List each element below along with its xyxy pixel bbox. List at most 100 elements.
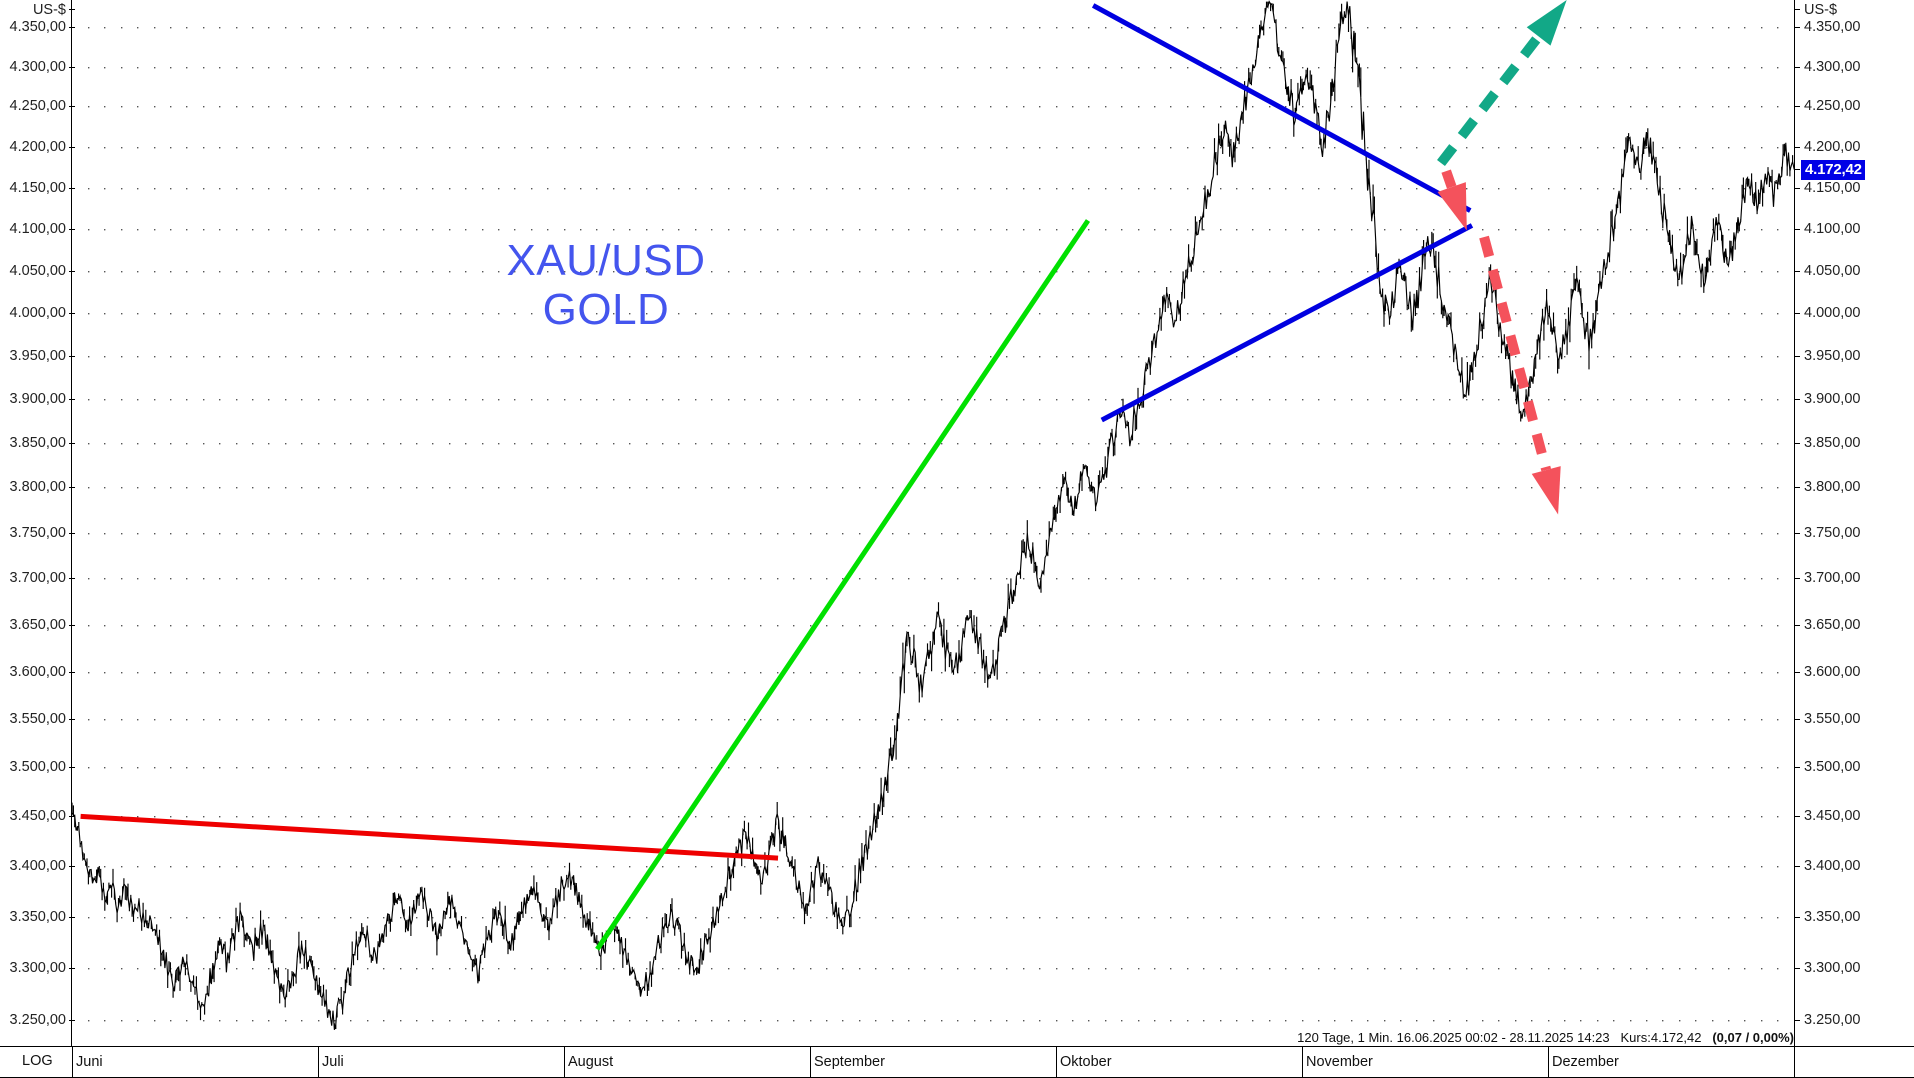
price-tick-label: 4.350,00	[9, 19, 66, 36]
time-axis-month-oktober[interactable]: Oktober	[1056, 1047, 1302, 1078]
price-tick-mark	[69, 188, 75, 189]
month-label: Juni	[76, 1054, 103, 1070]
time-axis-month-august[interactable]: August	[564, 1047, 810, 1078]
price-tick-mark	[69, 443, 75, 444]
price-tick-mark	[69, 67, 75, 68]
time-axis: Juni Juli August September Oktober November De…	[0, 1046, 1914, 1078]
time-axis-month-november[interactable]: November	[1302, 1047, 1548, 1078]
bearish-breakdown-arrow-long-head	[1531, 466, 1561, 515]
price-tick-mark	[1794, 719, 1800, 720]
price-tick-mark	[1794, 917, 1800, 918]
price-tick-label: 3.800,00	[9, 479, 66, 496]
chart-grid	[88, 27, 1779, 1022]
price-tick-label: 3.600,00	[1804, 663, 1861, 680]
price-tick-mark	[69, 968, 75, 969]
price-tick-mark	[1794, 968, 1800, 969]
price-tick-label: 3.300,00	[1804, 959, 1861, 976]
price-tick-mark	[1794, 67, 1800, 68]
price-tick-label: 4.100,00	[9, 220, 66, 237]
price-tick-label: 3.650,00	[1804, 616, 1861, 633]
price-tick-label: 3.550,00	[9, 711, 66, 728]
price-tick-mark	[69, 106, 75, 107]
month-separators	[319, 0, 1549, 1046]
chart-canvas	[72, 0, 1794, 1046]
price-tick-label: 4.150,00	[9, 179, 66, 196]
time-axis-month-juli[interactable]: Juli	[318, 1047, 564, 1078]
price-tick-label: 4.300,00	[9, 58, 66, 75]
price-tick-label: 3.850,00	[1804, 434, 1861, 451]
month-label: Juli	[322, 1054, 344, 1070]
price-tick-mark	[69, 672, 75, 673]
price-tick-mark	[69, 1020, 75, 1021]
price-tick-mark	[1794, 578, 1800, 579]
price-tick-label: 4.250,00	[9, 98, 66, 115]
status-range: 120 Tage, 1 Min. 16.06.2025 00:02 - 28.1…	[1297, 1030, 1610, 1045]
price-tick-mark	[69, 625, 75, 626]
price-tick-mark	[69, 578, 75, 579]
price-tick-label: 4.200,00	[1804, 138, 1861, 155]
price-tick-mark	[1794, 443, 1800, 444]
price-tick-mark	[69, 866, 75, 867]
month-label: November	[1306, 1054, 1373, 1070]
price-tick-mark	[1794, 1020, 1800, 1021]
price-tick-mark	[69, 487, 75, 488]
price-tick-label: 3.300,00	[9, 959, 66, 976]
price-tick-mark	[69, 533, 75, 534]
price-tick-mark	[69, 27, 75, 28]
price-tick-label: 4.250,00	[1804, 98, 1861, 115]
price-tick-label: 3.500,00	[9, 759, 66, 776]
bearish-breakdown-arrow-short-head	[1437, 182, 1467, 231]
price-tick-label: 3.900,00	[9, 391, 66, 408]
time-axis-month-dezember[interactable]: Dezember	[1548, 1047, 1794, 1078]
symbol-name: XAU/USD	[506, 236, 706, 285]
price-tick-label: 3.550,00	[1804, 711, 1861, 728]
price-tick-mark	[1794, 625, 1800, 626]
price-axis-left: US-$ 4.350,00 4.300,00 4.250,00 4.200,00 4.15…	[0, 0, 120, 1046]
price-tick-mark	[1794, 487, 1800, 488]
price-tick-mark	[1794, 229, 1800, 230]
price-tick-mark	[69, 313, 75, 314]
price-tick-mark	[1794, 147, 1800, 148]
price-tick-mark	[1794, 356, 1800, 357]
price-tick-label: 3.400,00	[9, 858, 66, 875]
status-quote: Kurs:4.172,42	[1620, 1030, 1702, 1045]
uptrend-trendline	[595, 219, 1091, 951]
price-tick-label: 3.750,00	[1804, 524, 1861, 541]
bullish-breakout-arrow-shaft	[1437, 33, 1543, 167]
month-label: August	[568, 1054, 614, 1070]
month-label: Oktober	[1060, 1054, 1112, 1070]
month-label: September	[814, 1054, 885, 1070]
price-tick-label: 4.050,00	[1804, 262, 1861, 279]
price-tick-label: 4.000,00	[1804, 304, 1861, 321]
price-tick-mark	[1794, 271, 1800, 272]
price-tick-mark	[69, 147, 75, 148]
price-tick-label: 3.500,00	[1804, 759, 1861, 776]
price-tick-mark	[1794, 399, 1800, 400]
symbol-subtitle: GOLD	[542, 285, 670, 335]
price-tick-mark	[1794, 533, 1800, 534]
status-change: (0,07 / 0,00%)	[1712, 1030, 1794, 1045]
price-tick-mark	[1794, 816, 1800, 817]
price-axis-unit-tick-left	[69, 9, 75, 10]
time-axis-right-corner	[1794, 1046, 1914, 1077]
price-tick-label: 4.200,00	[9, 138, 66, 155]
price-tick-label: 4.150,00	[1804, 179, 1861, 196]
price-axis-right: US-$ 4.350,00 4.300,00 4.250,00 4.200,00 4.15…	[1794, 0, 1914, 1046]
time-axis-month-juni[interactable]: Juni	[72, 1047, 318, 1078]
price-tick-label: 3.250,00	[1804, 1011, 1861, 1028]
time-axis-month-september[interactable]: September	[810, 1047, 1056, 1078]
price-tick-label: 3.450,00	[9, 808, 66, 825]
price-tick-label: 3.600,00	[9, 663, 66, 680]
log-scale-label[interactable]: LOG	[22, 1053, 53, 1069]
price-tick-mark	[69, 229, 75, 230]
price-tick-mark	[69, 917, 75, 918]
bearish-breakdown-arrow-long-shaft	[1479, 235, 1552, 472]
price-tick-label: 3.250,00	[9, 1011, 66, 1028]
price-tick-label: 3.900,00	[1804, 391, 1861, 408]
price-tick-mark	[69, 271, 75, 272]
chart-plot-area[interactable]	[72, 0, 1794, 1046]
price-tick-mark	[1794, 313, 1800, 314]
price-tick-label: 3.400,00	[1804, 858, 1861, 875]
price-axis-left-line	[71, 0, 72, 1046]
price-tick-label: 3.350,00	[1804, 908, 1861, 925]
